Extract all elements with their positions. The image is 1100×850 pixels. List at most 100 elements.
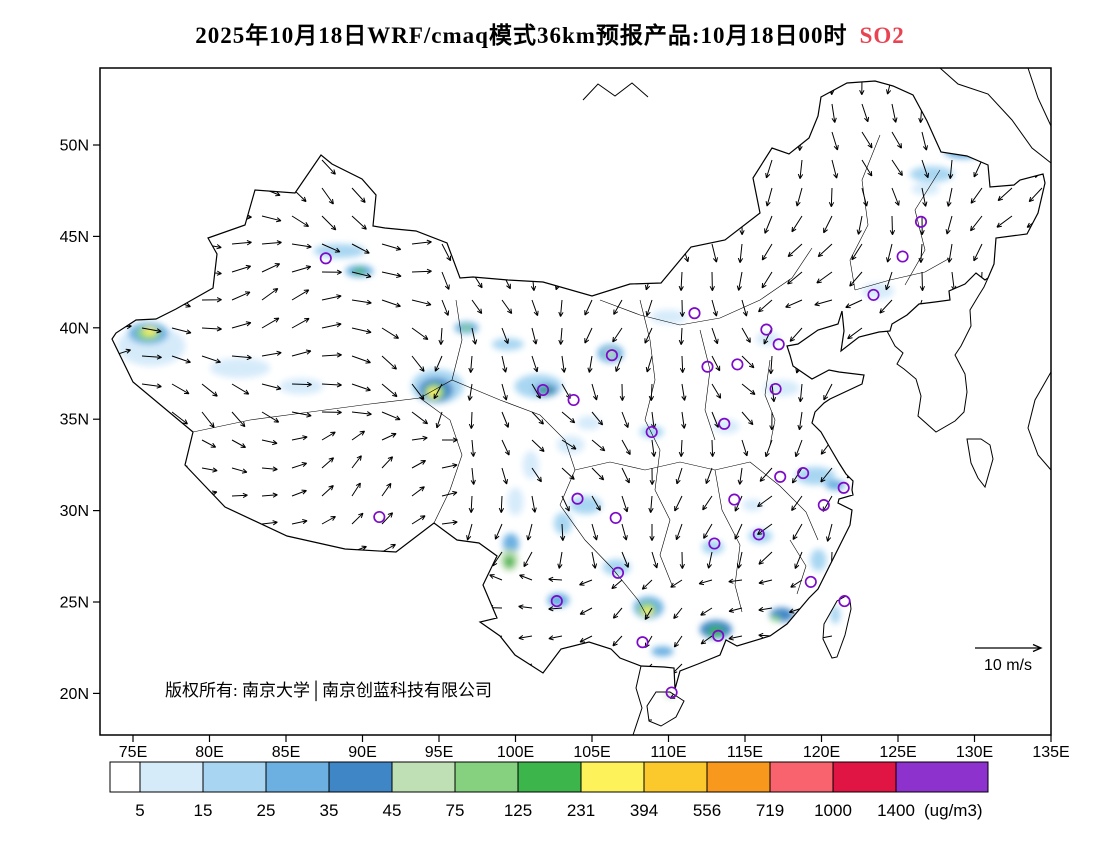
wind-arrow (112, 129, 132, 135)
wind-arrow (261, 634, 278, 640)
colorbar-cell (454, 761, 519, 793)
wind-arrow (816, 271, 833, 284)
wind-arrow (674, 495, 683, 512)
wind-arrow (741, 327, 751, 343)
wind-arrow (261, 317, 280, 329)
wind-arrow (579, 607, 593, 615)
wind-arrow (441, 299, 450, 316)
station-marker (701, 360, 714, 373)
wind-arrow (852, 607, 863, 619)
wind-arrow (381, 383, 398, 398)
wind-arrow (441, 650, 452, 665)
wind-arrow (939, 551, 953, 566)
concentration-blob (742, 499, 763, 512)
wind-arrow (886, 81, 893, 95)
station-marker (774, 470, 787, 483)
wind-arrow (441, 490, 458, 497)
concentration-blob (427, 387, 440, 398)
wind-arrow (764, 439, 773, 458)
wind-arrow (435, 411, 443, 429)
wind-arrow (231, 81, 252, 82)
wind-arrow (891, 187, 900, 206)
wind-arrow (579, 713, 593, 721)
wind-arrow (938, 662, 953, 668)
wind-arrow (548, 688, 563, 695)
wind-arrow (621, 523, 628, 541)
wind-arrow (1004, 271, 1013, 291)
wind-arrow (112, 605, 128, 611)
wind-arrow (762, 131, 773, 150)
wind-arrow (468, 411, 475, 429)
wind-arrow (678, 439, 684, 457)
wind-arrow (736, 551, 743, 569)
wind-arrow (641, 579, 653, 590)
wind-arrow (970, 187, 983, 204)
wind-arrow (935, 495, 953, 505)
wind-arrow (856, 215, 863, 235)
wind-arrow (1028, 604, 1043, 610)
wind-arrow (1004, 299, 1013, 317)
wind-arrow (909, 607, 923, 615)
lon-tick-label: 115E (727, 744, 763, 761)
lon-tick-label: 100E (497, 744, 534, 761)
wind-arrow (591, 411, 604, 426)
wind-arrow (675, 523, 683, 541)
wind-arrow (645, 299, 653, 317)
wind-arrow (381, 159, 401, 168)
wind-arrow (677, 131, 683, 151)
wind-arrow (441, 271, 450, 290)
wind-arrow (351, 607, 368, 614)
wind-arrow (490, 719, 503, 726)
wind-arrow (141, 538, 152, 553)
wind-arrow (760, 103, 773, 120)
wind-arrow (411, 574, 428, 581)
wind-arrow (201, 326, 222, 332)
wind-arrow (171, 660, 188, 667)
wind-arrow (552, 187, 563, 205)
wind-arrow (946, 187, 953, 207)
wind-arrow (351, 299, 372, 305)
wind-arrow (381, 512, 394, 525)
station-marker (797, 467, 810, 480)
wind-arrow (439, 103, 445, 124)
wind-arrow (141, 635, 158, 641)
wind-arrow (142, 70, 161, 76)
wind-arrow (1002, 551, 1013, 568)
wind-arrow (411, 601, 427, 609)
wind-arrow (411, 355, 425, 372)
wind-arrow (201, 710, 215, 721)
colorbar-cell (517, 761, 582, 793)
wind-arrow (381, 716, 398, 722)
wind-arrow (518, 691, 533, 698)
station-marker (319, 252, 332, 265)
wind-arrow (531, 411, 544, 425)
wind-arrow (291, 103, 312, 111)
lon-tick-label: 105E (573, 744, 610, 761)
lon-tick-label: 110E (650, 744, 686, 761)
wind-arrow (794, 439, 803, 458)
wind-arrow (818, 714, 833, 721)
wind-arrow (381, 603, 398, 610)
concentration-blob (491, 338, 524, 351)
concentration-blob (701, 540, 724, 555)
wind-arrow (584, 327, 593, 344)
wind-arrow (648, 495, 654, 513)
wind-arrow (112, 159, 132, 166)
colorbar-tick-label: 394 (630, 801, 658, 820)
wind-arrow (381, 327, 400, 339)
wind-arrow (1003, 467, 1013, 485)
wind-arrow (291, 265, 312, 273)
wind-arrow (821, 355, 833, 372)
wind-arrow (790, 579, 803, 588)
wind-arrow (381, 631, 398, 637)
wind-arrow (231, 467, 248, 474)
wind-arrow (411, 213, 432, 219)
wind-arrow (909, 383, 923, 398)
wind-arrow (261, 81, 281, 84)
wind-arrow (231, 354, 252, 361)
wind-arrow (1039, 523, 1045, 543)
wind-arrow (621, 215, 627, 235)
wind-arrow (879, 691, 893, 698)
wind-arrow (934, 467, 953, 475)
wind-arrow (231, 706, 242, 721)
